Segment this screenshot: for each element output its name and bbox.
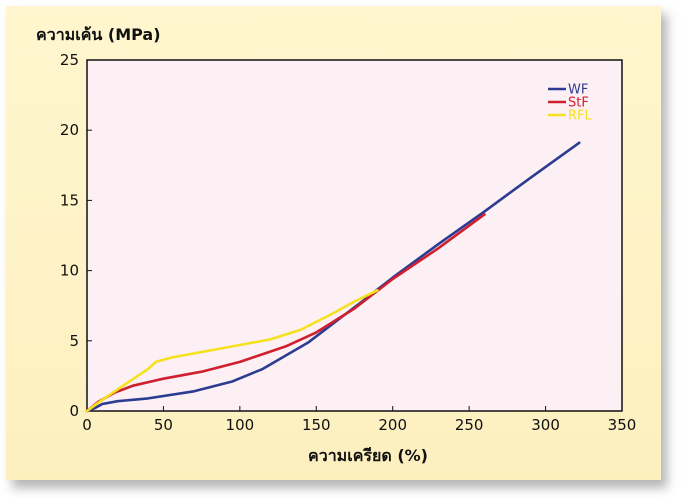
x-tick-label: 150 (302, 416, 331, 434)
y-tick-label: 5 (69, 332, 79, 350)
x-tick-label: 250 (455, 416, 484, 434)
y-tick-label: 25 (60, 51, 79, 69)
series-line-rfl (85, 288, 379, 413)
x-tick-label: 300 (531, 416, 560, 434)
plot-area (86, 59, 623, 412)
y-tick-label: 10 (60, 262, 79, 280)
x-axis-label: ความเครียด (%) (308, 446, 428, 465)
x-tick-label: 350 (608, 416, 637, 434)
series-line-wf (85, 141, 581, 413)
legend-label-rfl: RFL (568, 109, 593, 124)
x-tick-label: 200 (378, 416, 407, 434)
y-tick-label: 0 (69, 402, 79, 420)
y-tick-label: 20 (60, 121, 79, 139)
x-tick-label: 100 (226, 416, 255, 434)
axis-ticks: 0 50 100 150 200 250 300 350 0 5 10 15 20 25 (60, 51, 636, 434)
legend-label-wf: WF (568, 83, 588, 98)
series-lines (85, 141, 581, 413)
x-tick-label: 0 (82, 416, 92, 434)
y-axis-label: ความเค้น (MPa) (36, 25, 161, 44)
legend-label-stf: StF (568, 96, 589, 111)
y-tick-label: 15 (60, 191, 79, 209)
x-tick-label: 50 (154, 416, 173, 434)
